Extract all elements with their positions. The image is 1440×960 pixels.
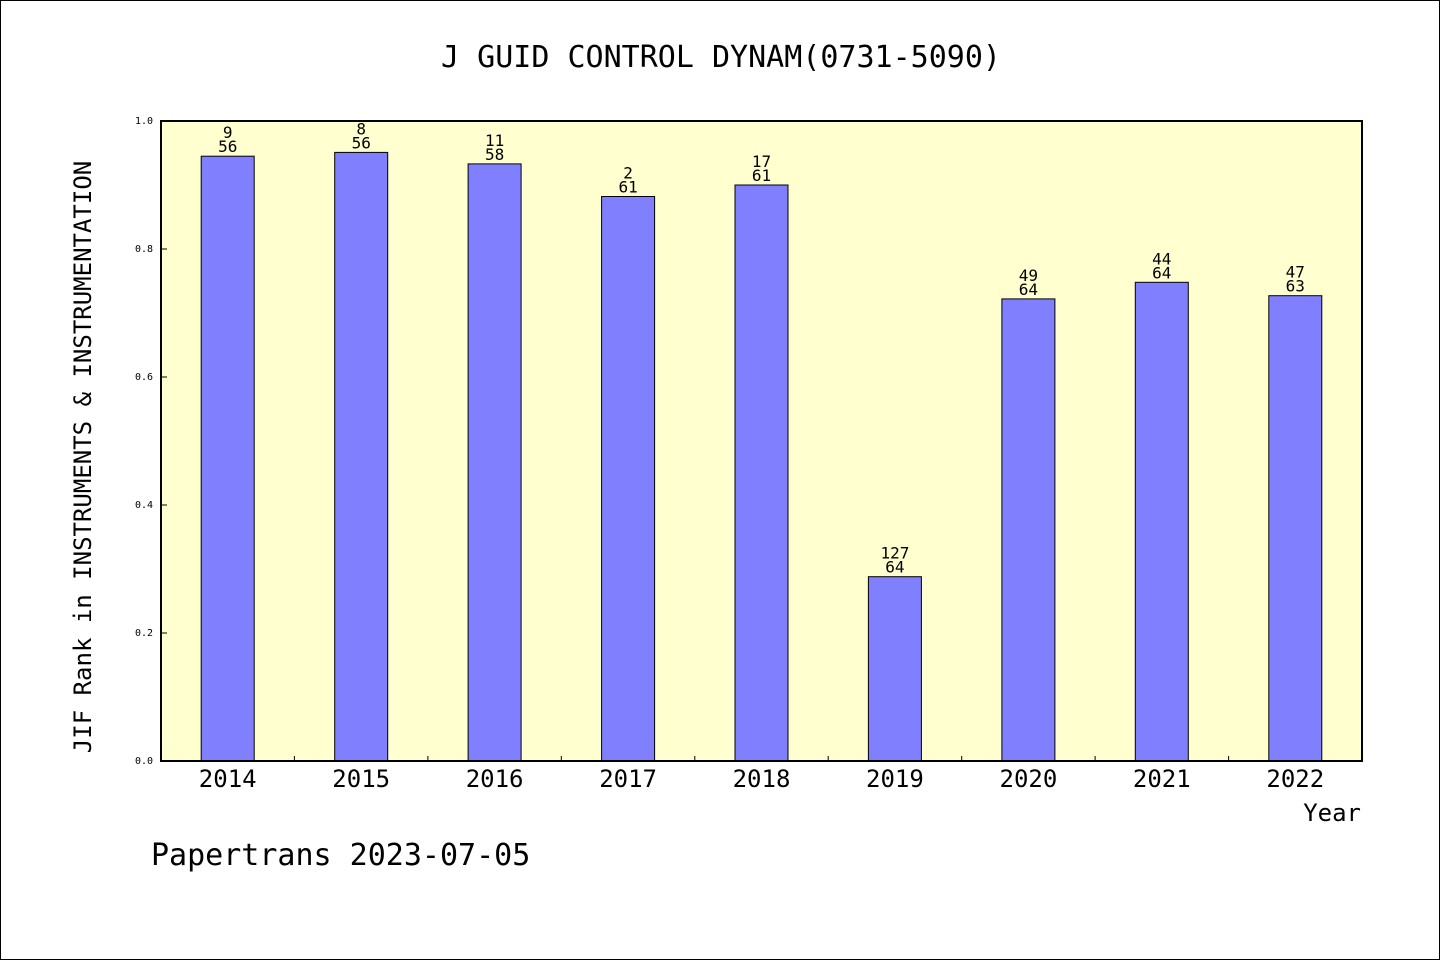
- bar-2019: [867, 576, 922, 762]
- x-tick-label-2020: 2020: [1000, 765, 1058, 793]
- bar-2015: [334, 151, 389, 762]
- x-tick-label-2018: 2018: [733, 765, 791, 793]
- x-axis: 2014 2015 2016 2017 2018 2019 2020 2021 2022: [199, 756, 1324, 793]
- y-tick-label: 0.0: [135, 756, 153, 767]
- bar-2017: [601, 196, 656, 762]
- x-tick-label-2017: 2017: [599, 765, 657, 793]
- y-tick-label: 0.6: [135, 372, 153, 383]
- y-tick-label: 0.8: [135, 244, 153, 255]
- x-tick-label-2021: 2021: [1133, 765, 1191, 793]
- y-tick-label: 1.0: [135, 116, 153, 127]
- x-tick-label-2015: 2015: [332, 765, 390, 793]
- x-tick-label-2016: 2016: [466, 765, 524, 793]
- rank-label-2015: 8: [356, 119, 366, 138]
- x-tick-label-2014: 2014: [199, 765, 257, 793]
- rank-label-2016: 11: [485, 131, 504, 150]
- bar-2014: [200, 155, 255, 762]
- rank-label-2017: 2: [623, 164, 633, 183]
- rank-label-2018: 17: [752, 152, 771, 171]
- rank-total-label-2021: 64: [1152, 263, 1171, 282]
- rank-total-label-2018: 61: [752, 166, 771, 185]
- chart-title: J GUID CONTROL DYNAM(0731-5090): [441, 40, 1001, 75]
- plot-frame: [160, 120, 1363, 762]
- rank-total-label-2020: 64: [1019, 280, 1038, 299]
- rank-label-2014: 9: [223, 123, 233, 142]
- rank-total-label-2017: 61: [618, 178, 637, 197]
- bars-layer: [200, 151, 1323, 762]
- footer-date-stamp: Papertrans 2023-07-05: [151, 838, 530, 873]
- y-tick-label: 0.4: [135, 500, 153, 511]
- rank-total-label-2016: 58: [485, 145, 504, 164]
- y-tick-label: 0.2: [135, 628, 153, 639]
- rank-total-label-2015: 56: [352, 133, 371, 152]
- y-axis: 0.0 0.2 0.4 0.6 0.8 1.0: [135, 116, 167, 767]
- bar-2021: [1134, 281, 1189, 762]
- bar-2020: [1001, 298, 1056, 762]
- rank-label-2019: 127: [880, 544, 909, 563]
- bar-2016: [467, 163, 522, 762]
- x-axis-label: Year: [1303, 799, 1361, 827]
- x-tick-label-2019: 2019: [866, 765, 924, 793]
- rank-label-2021: 44: [1152, 249, 1171, 268]
- y-axis-label: JIF Rank in INSTRUMENTS & INSTRUMENTATIO…: [69, 161, 97, 753]
- bar-2018: [734, 184, 789, 762]
- rank-total-label-2022: 63: [1286, 277, 1305, 296]
- x-tick-label-2022: 2022: [1266, 765, 1324, 793]
- rank-label-2022: 47: [1286, 263, 1305, 282]
- rank-label-2020: 49: [1019, 266, 1038, 285]
- rank-total-label-2019: 64: [885, 558, 904, 577]
- bar-2022: [1268, 295, 1323, 762]
- rank-total-label-2014: 56: [218, 137, 237, 156]
